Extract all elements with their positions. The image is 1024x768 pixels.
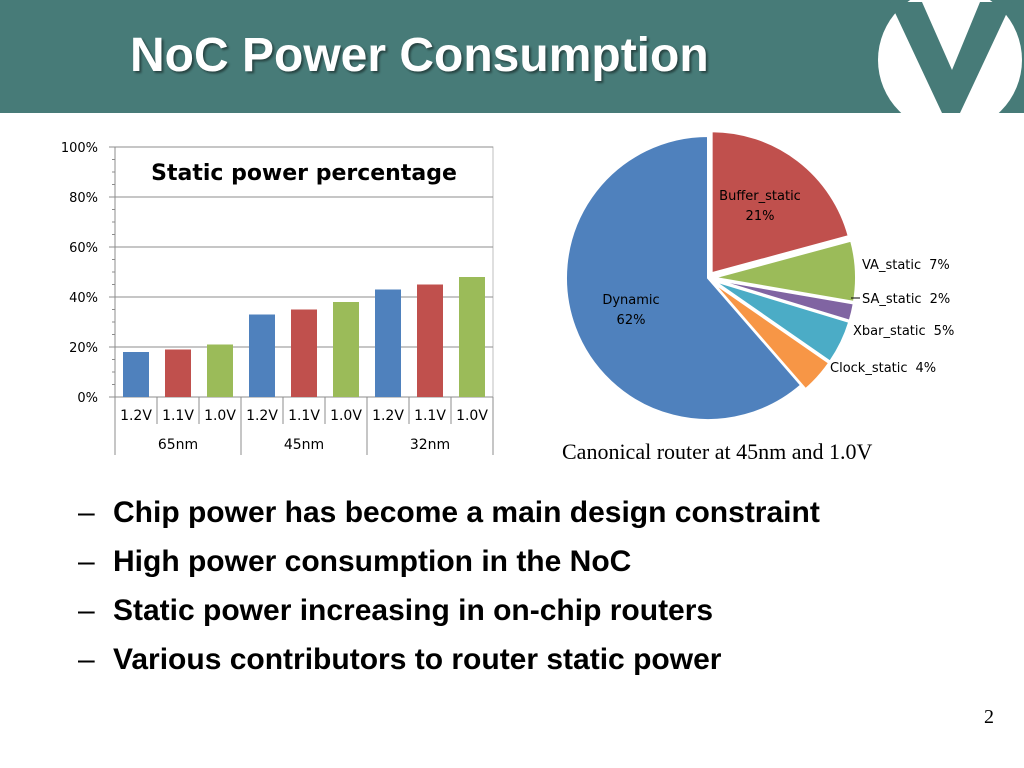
bullet-marker: – bbox=[78, 496, 95, 529]
chart-caption: Canonical router at 45nm and 1.0V bbox=[562, 439, 873, 464]
x-tick-label: 1.0V bbox=[204, 408, 236, 424]
pie-slice bbox=[710, 130, 850, 275]
pie-label: Buffer_static bbox=[719, 189, 801, 204]
slide-title: NoC Power Consumption bbox=[130, 29, 709, 82]
bar-chart: 0% 20% 40% 60% 80% 100% 1.2V 1.1V 1.0V 1.2V 1.1V 1.… bbox=[61, 141, 494, 455]
pie-label: Dynamic bbox=[602, 293, 659, 308]
bar bbox=[375, 289, 401, 397]
pie-label: SA_static bbox=[862, 292, 922, 307]
y-tick-label: 100% bbox=[61, 141, 98, 156]
bar bbox=[333, 302, 359, 397]
bullet-text: Static power increasing in on-chip route… bbox=[113, 594, 714, 627]
x-group-label: 45nm bbox=[284, 437, 324, 453]
bullet-marker: – bbox=[78, 643, 95, 676]
y-tick-label: 80% bbox=[69, 191, 98, 206]
pie-label: VA_static bbox=[862, 258, 921, 273]
pie-label: Xbar_static bbox=[853, 324, 926, 339]
pie-slice bbox=[713, 278, 855, 322]
y-tick-label: 0% bbox=[77, 391, 98, 406]
bar bbox=[417, 284, 443, 397]
bar bbox=[459, 277, 485, 397]
x-tick-label: 1.1V bbox=[288, 408, 320, 424]
x-tick-label: 1.1V bbox=[414, 408, 446, 424]
bullet-text: High power consumption in the NoC bbox=[113, 545, 632, 578]
pie-value-label: 4% bbox=[916, 361, 937, 376]
x-tick-label: 1.2V bbox=[120, 408, 152, 424]
x-group-label: 32nm bbox=[410, 437, 450, 453]
pie-value-label: 62% bbox=[617, 313, 646, 328]
bar bbox=[165, 349, 191, 397]
y-tick-label: 20% bbox=[69, 341, 98, 356]
bullet-marker: – bbox=[78, 594, 95, 627]
pie-label: Clock_static bbox=[830, 361, 908, 376]
pie-value-label: 5% bbox=[934, 324, 955, 339]
bar bbox=[123, 352, 149, 397]
slide-header bbox=[0, 0, 1024, 113]
x-tick-label: 1.0V bbox=[456, 408, 488, 424]
pie-value-label: 2% bbox=[930, 292, 951, 307]
y-tick-label: 60% bbox=[69, 241, 98, 256]
pie-chart: Buffer_static 21% VA_static 7% SA_static 2% Xb… bbox=[565, 130, 955, 421]
pie-slice bbox=[565, 134, 803, 421]
pie-slice bbox=[711, 281, 831, 391]
x-tick-label: 1.1V bbox=[162, 408, 194, 424]
bar bbox=[291, 309, 317, 397]
pie-slice bbox=[713, 239, 857, 304]
pie-slice bbox=[712, 279, 851, 363]
bullet-text: Chip power has become a main design cons… bbox=[113, 496, 820, 529]
x-group-label: 65nm bbox=[158, 437, 198, 453]
x-tick-label: 1.2V bbox=[246, 408, 278, 424]
x-tick-label: 1.2V bbox=[372, 408, 404, 424]
pie-value-label: 7% bbox=[929, 258, 950, 273]
bar bbox=[207, 344, 233, 397]
bullet-marker: – bbox=[78, 545, 95, 578]
bar bbox=[249, 314, 275, 397]
pie-value-label: 21% bbox=[746, 209, 775, 224]
x-tick-label: 1.0V bbox=[330, 408, 362, 424]
page-number: 2 bbox=[984, 706, 994, 728]
bullet-text: Various contributors to router static po… bbox=[113, 643, 722, 676]
chart-title: Static power percentage bbox=[151, 161, 457, 186]
logo-icon bbox=[878, 0, 1022, 113]
y-tick-label: 40% bbox=[69, 291, 98, 306]
